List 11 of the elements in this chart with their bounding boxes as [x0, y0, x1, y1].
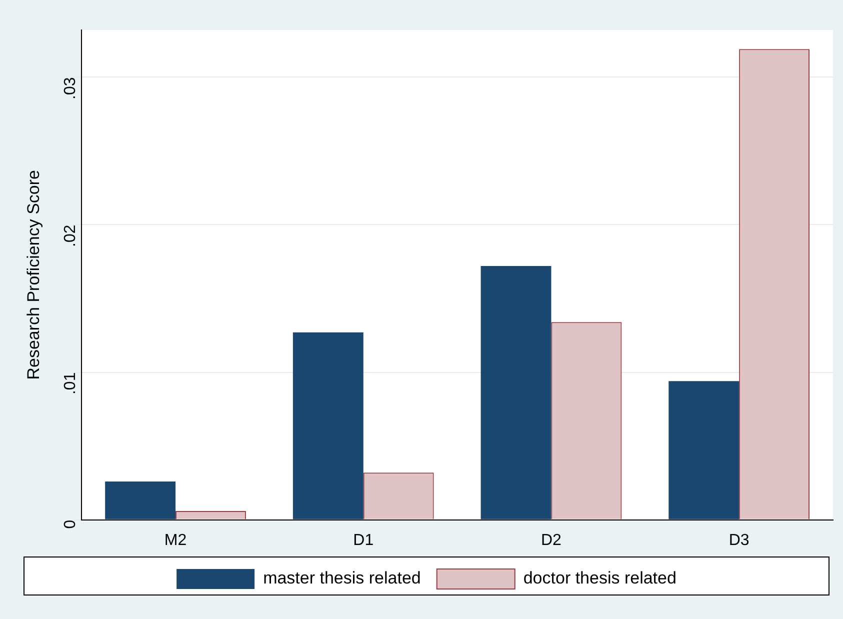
y-tick-label: .03: [62, 77, 80, 100]
x-tick-label: M2: [164, 532, 187, 549]
legend-label: master thesis related: [263, 568, 421, 588]
x-tick-label: D1: [353, 532, 374, 549]
y-axis-title: Research Proficiency Score: [24, 170, 43, 380]
y-tick-label: .01: [62, 372, 80, 395]
x-tick-label: D3: [728, 532, 750, 549]
x-tick-label: D2: [541, 532, 562, 549]
legend-label: doctor thesis related: [523, 568, 676, 588]
y-tick-label: .02: [62, 224, 80, 247]
y-tick-label: 0: [62, 520, 80, 529]
